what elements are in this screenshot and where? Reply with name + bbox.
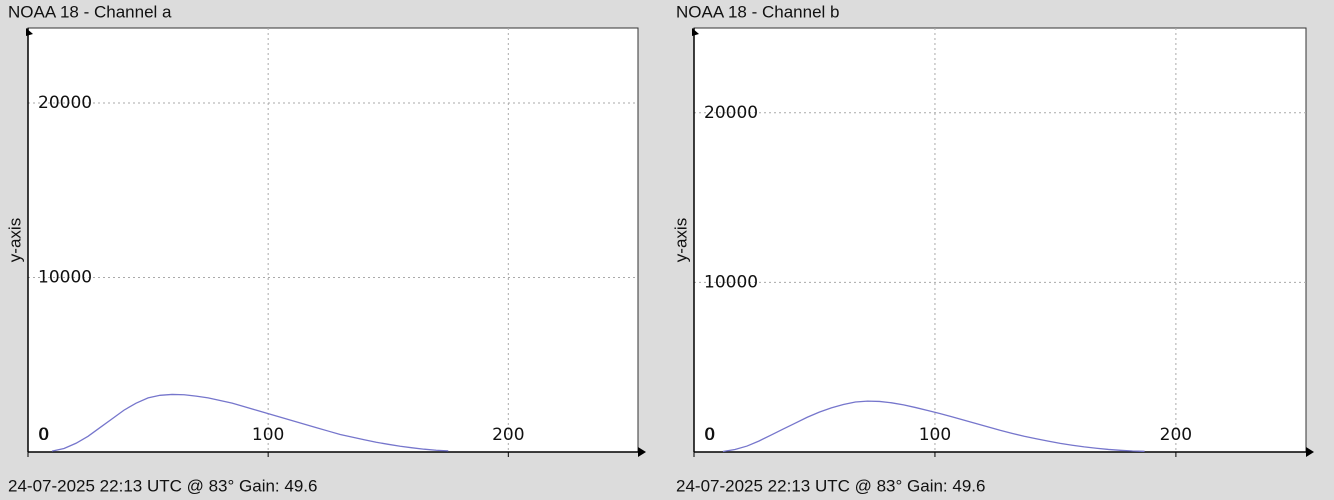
data-line [51, 393, 449, 452]
y-axis-label: y-axis [5, 218, 24, 262]
x-tick-label: 100 [919, 425, 951, 445]
x-tick-label: 200 [492, 425, 524, 445]
y-tick-label: 10000 [704, 272, 758, 292]
y-axis-arrow [692, 28, 699, 36]
plot-area [27, 27, 639, 453]
chart-title: NOAA 18 - Channel a [8, 2, 172, 21]
data-line [722, 400, 1145, 453]
y-axis-label: y-axis [671, 218, 690, 262]
y-tick-label: 0 [704, 425, 715, 445]
y-axis-arrow [26, 28, 33, 36]
y-tick-label: 20000 [38, 93, 92, 113]
x-axis-arrow [1306, 447, 1314, 457]
y-tick-label: 0 [38, 425, 49, 445]
x-tick-label: 100 [252, 425, 284, 445]
chart-title: NOAA 18 - Channel b [676, 2, 839, 21]
plot-area [693, 27, 1307, 453]
y-tick-label: 20000 [704, 103, 758, 123]
caption: 24-07-2025 22:13 UTC @ 83° Gain: 49.6 [676, 476, 985, 495]
y-tick-label: 10000 [38, 268, 92, 288]
x-tick-label: 0 [705, 425, 716, 445]
x-axis-arrow [638, 447, 646, 457]
x-tick-label: 200 [1160, 425, 1192, 445]
x-tick-label: 0 [39, 425, 50, 445]
caption: 24-07-2025 22:13 UTC @ 83° Gain: 49.6 [8, 476, 317, 495]
